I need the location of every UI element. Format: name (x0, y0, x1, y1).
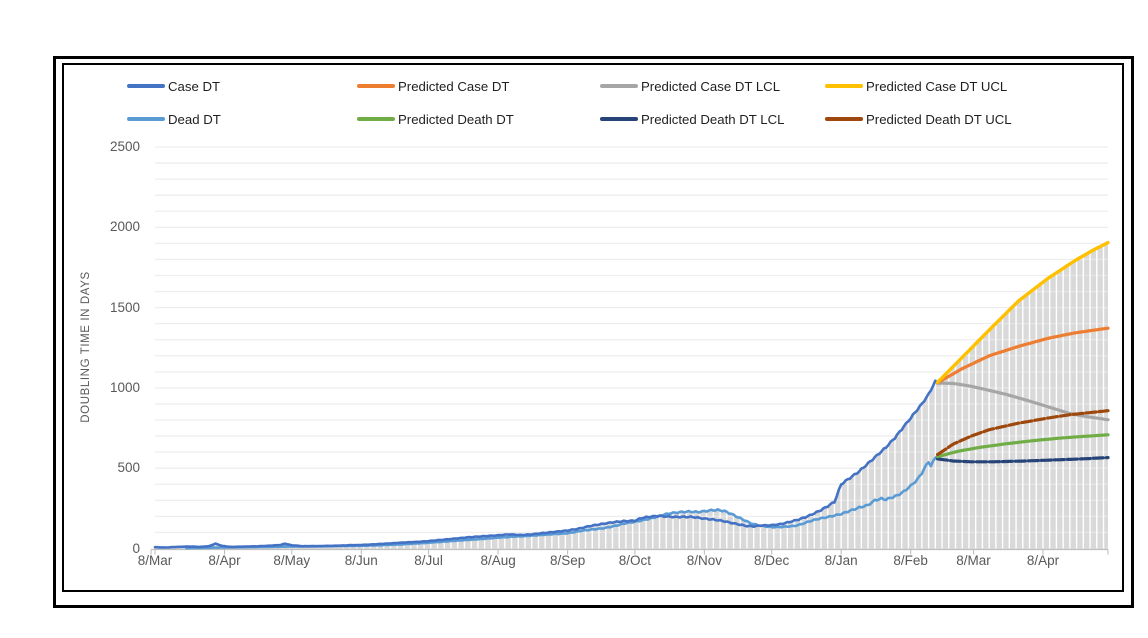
legend-label: Predicted Death DT UCL (866, 111, 1012, 127)
legend-item-predicted-death-dt[interactable]: Predicted Death DT (357, 111, 514, 127)
x-tick-label: 8/Mar (956, 553, 991, 568)
legend-line-swatch (825, 84, 863, 88)
x-tick-label: 8/Mar (137, 553, 173, 568)
legend-item-predicted-death-dt-ucl[interactable]: Predicted Death DT UCL (825, 111, 1012, 127)
series-line-case-dt (153, 379, 939, 549)
legend-label: Predicted Case DT UCL (866, 78, 1008, 94)
x-tick-label: 8/Apr (208, 553, 241, 568)
series-line-predicted-case-dt-lcl (936, 381, 1110, 422)
legend-label: Predicted Case DT (398, 78, 510, 94)
series-line-predicted-death-dt-ucl (936, 409, 1110, 457)
y-tick-label: 1000 (109, 379, 140, 395)
legend-line-swatch (825, 117, 863, 121)
x-tick-label: 8/Sep (549, 553, 586, 568)
x-tick-label: 8/Dec (754, 553, 790, 568)
legend-item-predicted-case-dt-ucl[interactable]: Predicted Case DT UCL (825, 78, 1007, 94)
legend-line-swatch (127, 84, 165, 88)
x-tick-label: 8/Feb (893, 553, 928, 568)
series-line-predicted-death-dt-lcl (936, 456, 1110, 464)
legend-item-case-dt[interactable]: Case DT (127, 78, 220, 94)
series-line-predicted-death-dt (936, 433, 1110, 459)
legend-line-swatch (127, 117, 165, 121)
legend-line-swatch (600, 84, 638, 88)
legend-item-predicted-death-dt-lcl[interactable]: Predicted Death DT LCL (600, 111, 784, 127)
y-tick-label: 2500 (109, 139, 140, 154)
legend-item-predicted-case-dt-lcl[interactable]: Predicted Case DT LCL (600, 78, 780, 94)
x-tick-label: 8/May (273, 553, 311, 568)
legend-label: Predicted Death DT LCL (641, 111, 785, 127)
legend-item-dead-dt[interactable]: Dead DT (127, 111, 221, 127)
x-tick-label: 8/Aug (480, 553, 516, 568)
y-tick-label: 1500 (109, 299, 140, 315)
x-tick-label: 8/Jun (344, 553, 378, 568)
area-fill-under-curves (155, 242, 1108, 549)
legend-line-swatch (357, 117, 395, 121)
x-tick-label: 8/Jul (414, 553, 443, 568)
y-tick-label: 2000 (109, 219, 140, 235)
legend-item-predicted-case-dt[interactable]: Predicted Case DT (357, 78, 509, 94)
legend-line-swatch (600, 117, 638, 121)
legend-label: Predicted Case DT LCL (641, 78, 781, 94)
legend-line-swatch (357, 84, 395, 88)
legend-label: Case DT (168, 78, 221, 94)
x-tick-label: 8/Oct (618, 553, 651, 568)
y-axis-title: DOUBLING TIME IN DAYS (80, 271, 92, 423)
legend-label: Predicted Death DT (398, 111, 514, 127)
series-line-predicted-case-dt-ucl (935, 240, 1110, 384)
y-tick-label: 0 (132, 540, 140, 556)
legend-label: Dead DT (168, 111, 221, 127)
x-tick-label: 8/Nov (686, 553, 723, 568)
y-tick-label: 500 (117, 460, 140, 476)
series-line-predicted-case-dt (936, 326, 1110, 385)
x-tick-label: 8/Jan (824, 553, 858, 568)
x-tick-label: 8/Apr (1026, 553, 1060, 568)
